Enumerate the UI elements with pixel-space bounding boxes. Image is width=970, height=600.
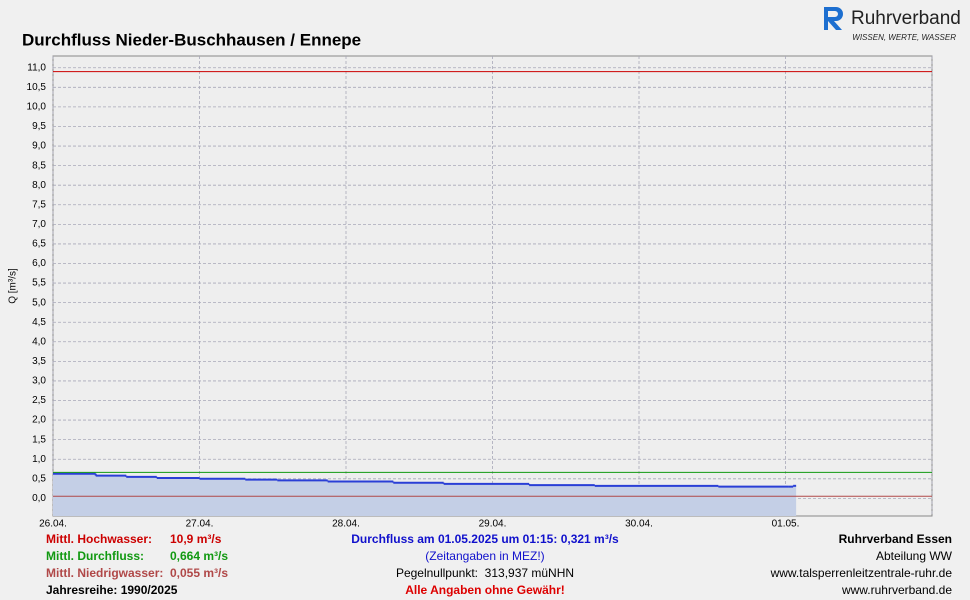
logo-icon [824, 7, 843, 30]
y-tick-label: 9,5 [32, 121, 46, 132]
y-tick-label: 11,0 [27, 62, 46, 73]
reference-name: Mittl. Hochwasser: [46, 532, 152, 546]
footer-line: Ruhrverband Essen [839, 532, 952, 546]
y-tick-label: 8,0 [32, 180, 46, 191]
y-tick-label: 9,0 [32, 141, 46, 152]
y-tick-label: 7,5 [32, 199, 46, 210]
y-tick-label: 5,0 [32, 297, 46, 308]
y-tick-label: 1,5 [32, 434, 46, 445]
footer-line: www.talsperrenleitzentrale-ruhr.de [770, 566, 953, 580]
logo-tagline: WISSEN, WERTE, WASSER [852, 33, 956, 42]
y-tick-label: 3,5 [32, 356, 46, 367]
y-tick-label: 1,0 [32, 454, 46, 465]
x-tick-label: 30.04. [625, 519, 653, 530]
y-tick-label: 4,5 [32, 317, 46, 328]
y-tick-label: 7,0 [32, 219, 46, 230]
timezone-note: (Zeitangaben in MEZ!) [425, 549, 544, 563]
logo-name: Ruhrverband [851, 8, 961, 29]
x-tick-label: 27.04. [186, 519, 214, 530]
footer-line: www.ruhrverband.de [841, 583, 952, 597]
y-tick-label: 10,5 [27, 82, 47, 93]
y-tick-label: 6,0 [32, 258, 46, 269]
logo: Ruhrverband WISSEN, WERTE, WASSER [824, 7, 961, 42]
current-value: Durchfluss am 01.05.2025 um 01:15: 0,321… [351, 532, 619, 546]
y-tick-label: 5,5 [32, 278, 46, 289]
gauge-zero: Pegelnullpunkt: 313,937 müNHN [396, 566, 574, 580]
reference-value: 0,055 m³/s [170, 566, 228, 580]
y-tick-label: 0,5 [32, 473, 46, 484]
y-tick-label: 8,5 [32, 160, 46, 171]
reference-name: Mittl. Durchfluss: [46, 549, 144, 563]
reference-value: 10,9 m³/s [170, 532, 222, 546]
reference-value: 0,664 m³/s [170, 549, 228, 563]
y-tick-label: 10,0 [27, 102, 47, 113]
x-tick-label: 28.04. [332, 519, 360, 530]
disclaimer: Alle Angaben ohne Gewähr! [405, 583, 565, 597]
y-tick-label: 3,0 [32, 376, 46, 387]
x-tick-label: 29.04. [479, 519, 507, 530]
chart-title: Durchfluss Nieder-Buschhausen / Ennepe [22, 30, 361, 49]
x-tick-label: 26.04. [39, 519, 67, 530]
area [53, 473, 797, 516]
y-tick-label: 4,0 [32, 336, 46, 347]
y-tick-label: 0,0 [32, 493, 46, 504]
series-years: Jahresreihe: 1990/2025 [46, 583, 178, 597]
y-tick-label: 6,5 [32, 239, 46, 250]
y-tick-label: 2,5 [32, 395, 46, 406]
x-tick-label: 01.05. [772, 519, 800, 530]
y-axis-label: Q [m³/s] [8, 268, 19, 304]
footer-line: Abteilung WW [876, 549, 953, 563]
y-tick-label: 2,0 [32, 415, 46, 426]
reference-name: Mittl. Niedrigwasser: [46, 566, 163, 580]
